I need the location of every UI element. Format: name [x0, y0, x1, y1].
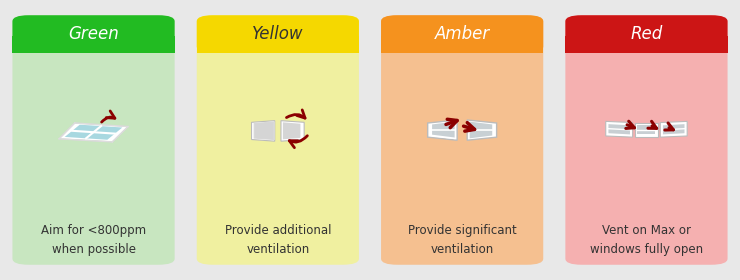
Polygon shape	[663, 124, 684, 134]
FancyBboxPatch shape	[197, 15, 359, 53]
Text: Green: Green	[68, 25, 119, 43]
FancyBboxPatch shape	[381, 15, 543, 265]
Text: Provide significant
ventilation: Provide significant ventilation	[408, 224, 517, 256]
Bar	[381, 36, 543, 53]
FancyBboxPatch shape	[197, 15, 359, 265]
Polygon shape	[281, 121, 304, 141]
Bar	[565, 36, 727, 53]
Polygon shape	[283, 122, 300, 139]
Polygon shape	[64, 125, 122, 140]
Polygon shape	[606, 121, 633, 137]
Polygon shape	[467, 120, 497, 140]
FancyBboxPatch shape	[565, 15, 727, 53]
Polygon shape	[254, 121, 275, 140]
Bar	[197, 36, 359, 53]
FancyBboxPatch shape	[13, 15, 175, 53]
Text: Yellow: Yellow	[252, 25, 303, 43]
Polygon shape	[428, 120, 457, 140]
Bar	[13, 36, 175, 53]
Text: Aim for <800ppm
when possible: Aim for <800ppm when possible	[41, 224, 146, 256]
Polygon shape	[660, 121, 687, 137]
FancyBboxPatch shape	[565, 15, 727, 265]
FancyBboxPatch shape	[13, 15, 175, 265]
Polygon shape	[470, 122, 492, 138]
Polygon shape	[59, 123, 128, 142]
Text: Red: Red	[630, 25, 662, 43]
Polygon shape	[635, 123, 658, 137]
Text: Vent on Max or
windows fully open: Vent on Max or windows fully open	[590, 224, 703, 256]
Polygon shape	[432, 122, 454, 138]
Polygon shape	[608, 124, 630, 134]
Polygon shape	[252, 121, 275, 141]
FancyBboxPatch shape	[381, 15, 543, 53]
Text: Amber: Amber	[434, 25, 490, 43]
Text: Provide additional
ventilation: Provide additional ventilation	[225, 224, 331, 256]
Polygon shape	[637, 125, 656, 134]
Polygon shape	[255, 122, 273, 139]
